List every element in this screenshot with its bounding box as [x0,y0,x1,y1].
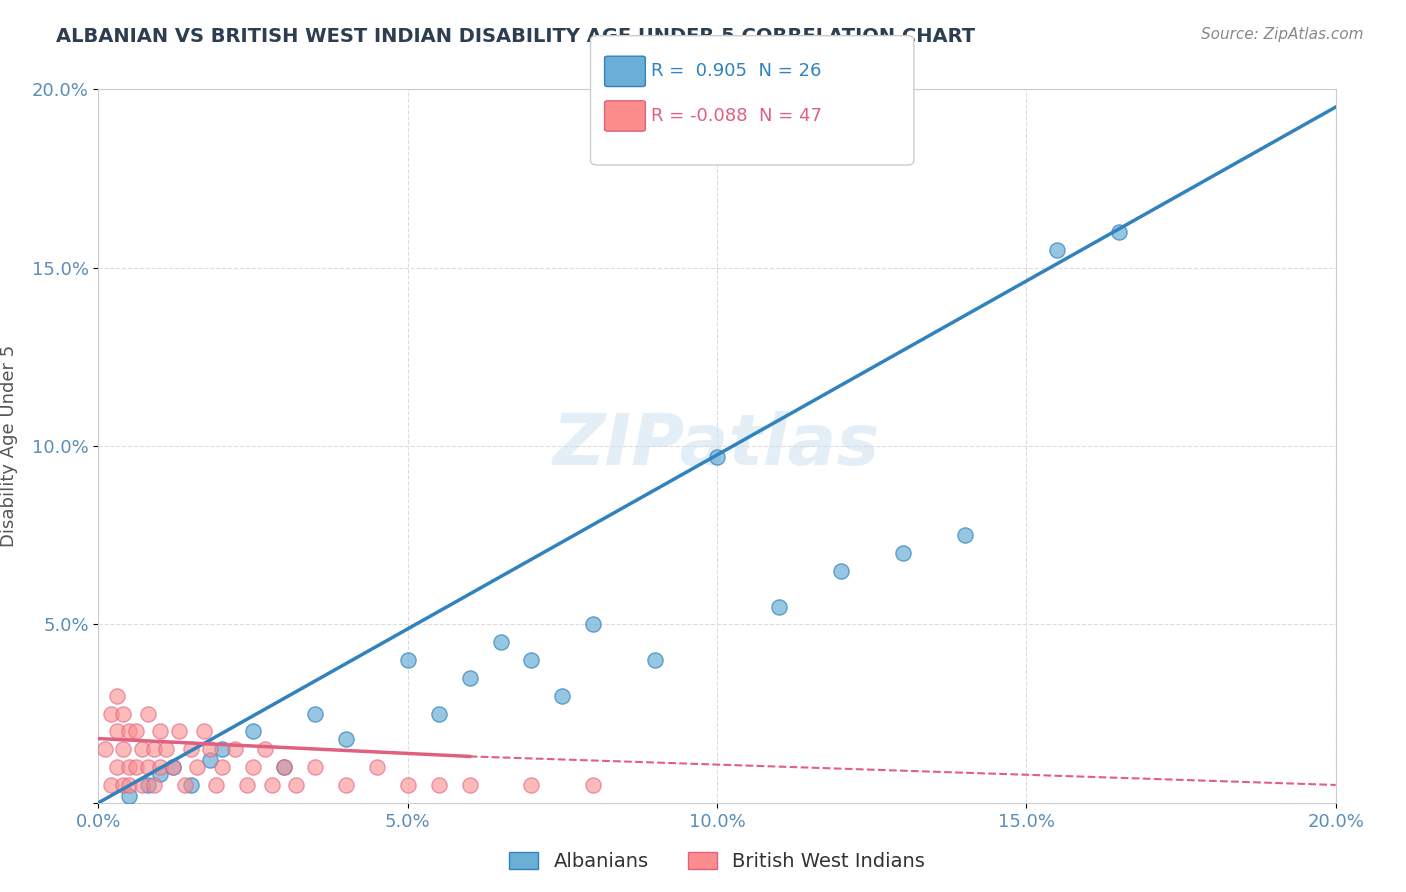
Point [112,778,135,792]
Point [198,753,221,767]
Point [93,742,115,756]
Point [396,653,419,667]
Point [458,778,481,792]
Point [149,767,172,781]
Point [186,760,208,774]
Point [458,671,481,685]
Point [143,778,166,792]
Point [136,760,159,774]
Point [891,546,914,560]
Point [236,778,259,792]
Point [335,778,357,792]
Point [105,724,128,739]
Point [100,706,122,721]
Point [180,778,202,792]
Legend: Albanians, British West Indians: Albanians, British West Indians [501,844,934,879]
Point [254,742,277,756]
Point [112,742,135,756]
Point [427,706,450,721]
Point [162,760,184,774]
Point [706,450,728,464]
Point [520,778,543,792]
Point [118,760,141,774]
Y-axis label: Disability Age Under 5: Disability Age Under 5 [0,345,18,547]
Point [149,760,172,774]
Point [118,778,141,792]
Point [582,778,605,792]
Point [366,760,388,774]
Point [273,760,295,774]
Point [174,778,197,792]
Point [100,778,122,792]
Text: ALBANIAN VS BRITISH WEST INDIAN DISABILITY AGE UNDER 5 CORRELATION CHART: ALBANIAN VS BRITISH WEST INDIAN DISABILI… [56,27,976,45]
Point [644,653,666,667]
Point [304,706,326,721]
Point [304,760,326,774]
Point [211,760,233,774]
Point [335,731,357,746]
Point [551,689,574,703]
Point [830,564,852,578]
Point [118,724,141,739]
Point [193,724,215,739]
Point [131,778,153,792]
Point [167,724,190,739]
Point [149,724,172,739]
Text: ZIPatlas: ZIPatlas [554,411,880,481]
Text: R =  0.905  N = 26: R = 0.905 N = 26 [651,62,821,80]
Point [242,724,264,739]
Point [131,742,153,756]
Point [105,689,128,703]
Point [118,789,141,803]
Point [105,760,128,774]
Point [124,760,146,774]
Text: R = -0.088  N = 47: R = -0.088 N = 47 [651,107,823,125]
Point [273,760,295,774]
Point [205,778,228,792]
Point [136,778,159,792]
Point [582,617,605,632]
Point [180,742,202,756]
Point [211,742,233,756]
Point [768,599,790,614]
Point [285,778,308,792]
Point [155,742,177,756]
Point [260,778,283,792]
Point [124,724,146,739]
Point [242,760,264,774]
Point [396,778,419,792]
Point [489,635,512,649]
Point [143,742,166,756]
Point [162,760,184,774]
Point [136,706,159,721]
Text: Source: ZipAtlas.com: Source: ZipAtlas.com [1201,27,1364,42]
Point [520,653,543,667]
Point [198,742,221,756]
Point [427,778,450,792]
Point [1108,225,1130,239]
Point [224,742,246,756]
Point [1046,243,1069,257]
Point [953,528,976,542]
Point [112,706,135,721]
